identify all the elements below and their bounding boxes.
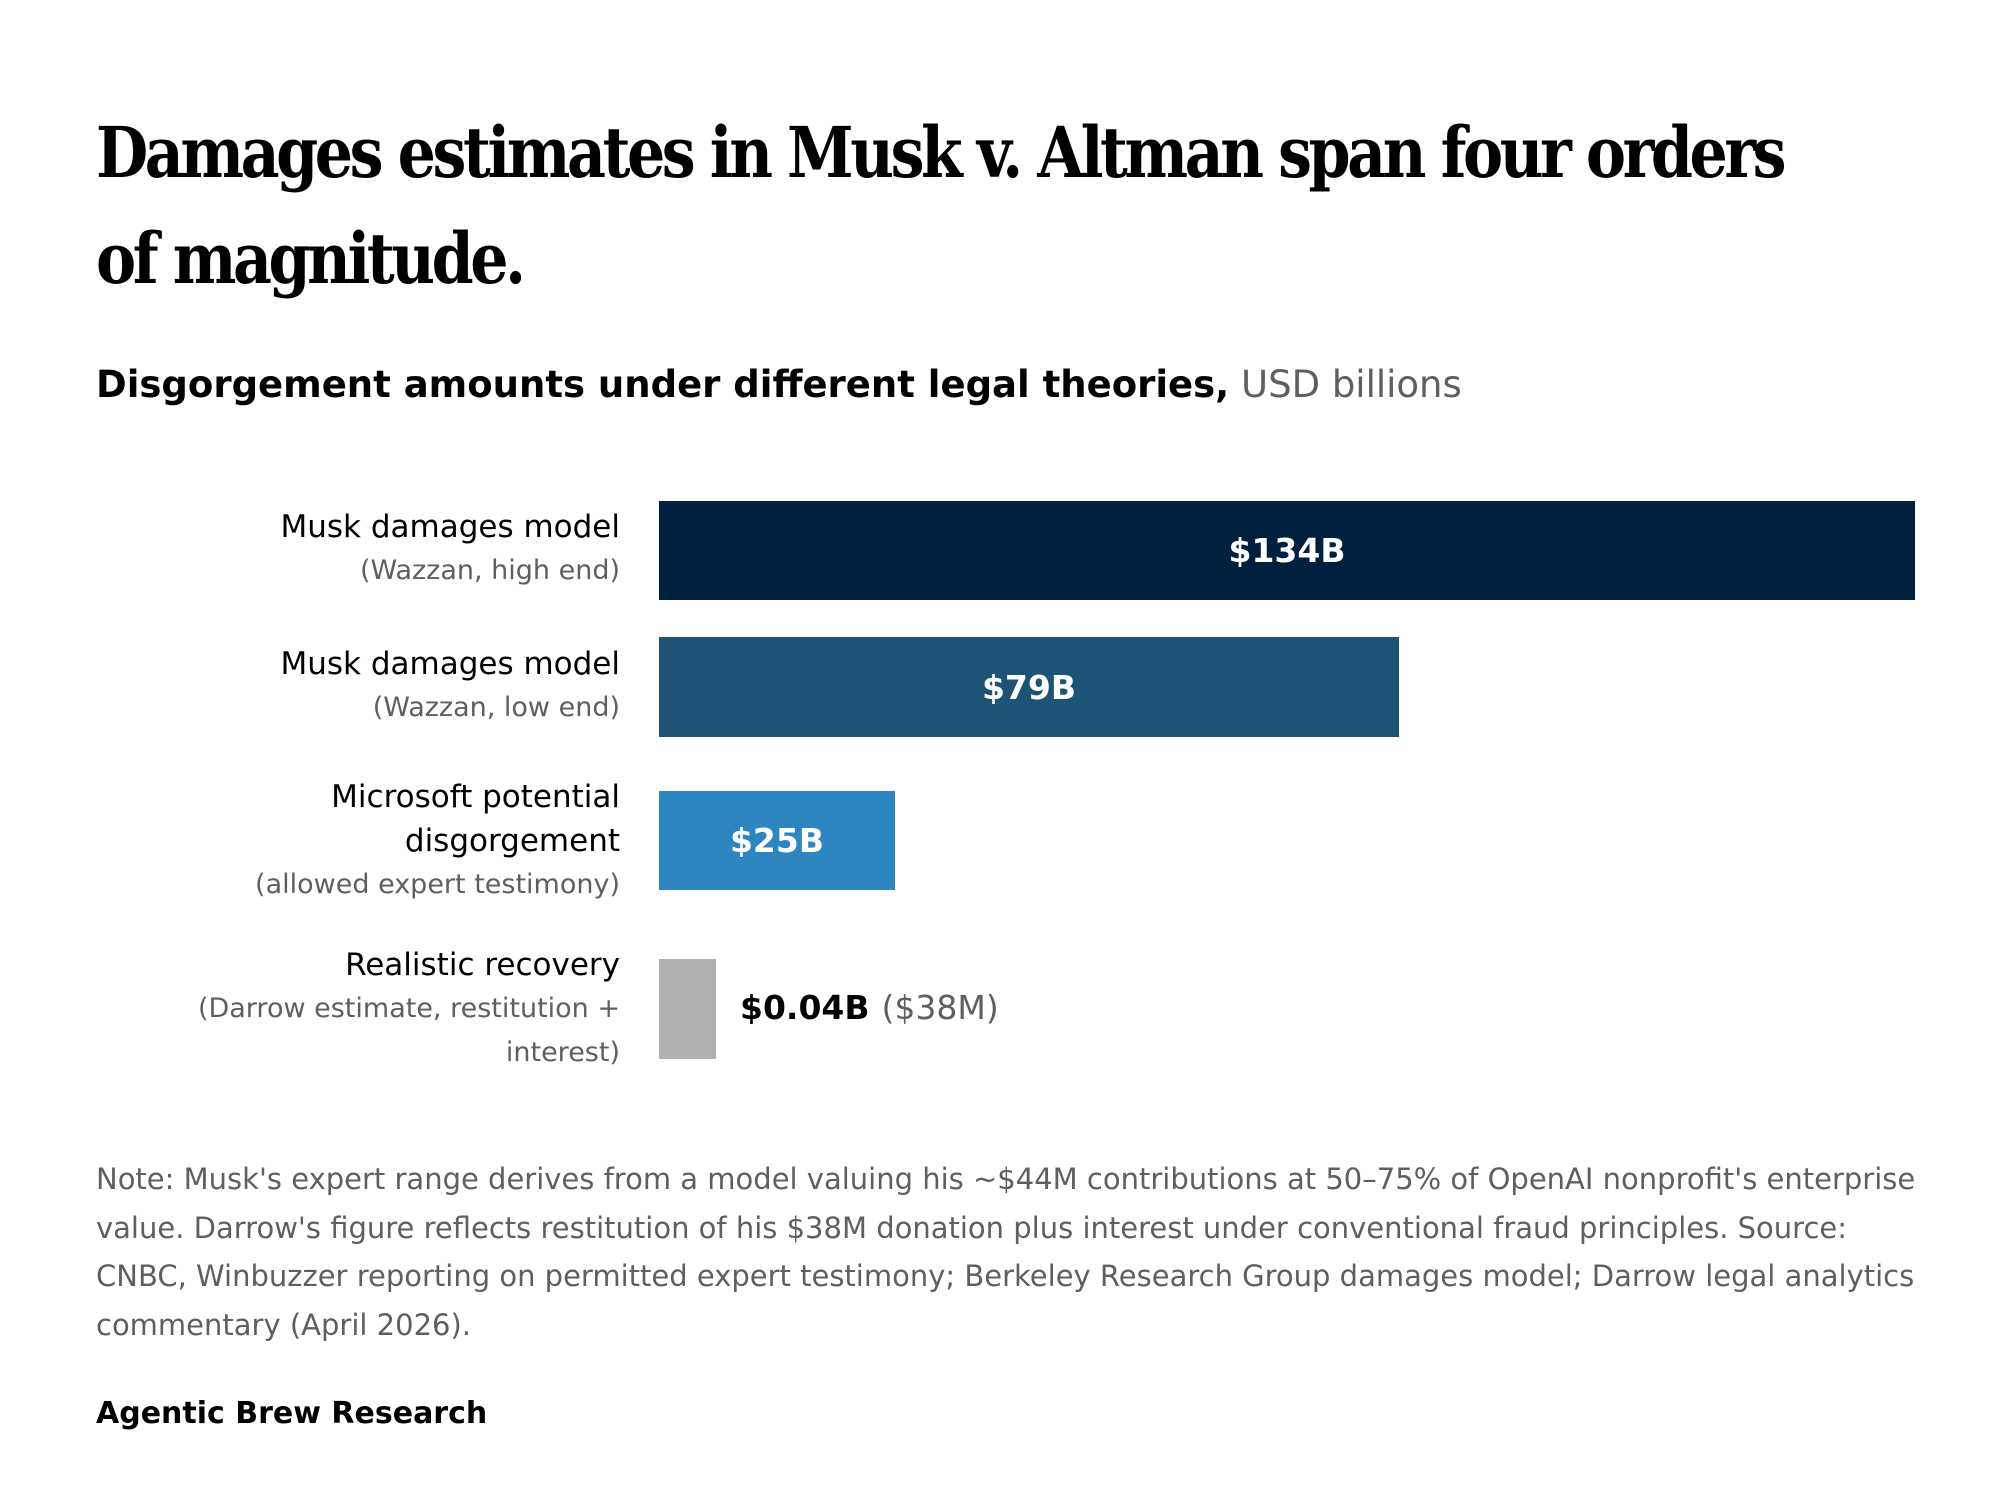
bar-realistic	[659, 959, 716, 1059]
row-label-main: Realistic recovery	[345, 947, 620, 983]
chart-notes: Note: Musk's expert range derives from a…	[96, 1162, 1916, 1342]
row-label-main: Microsoft potential disgorgement	[331, 779, 620, 859]
subtitle-main: Disgorgement amounts under different leg…	[96, 363, 1230, 406]
row-label-main: Musk damages model	[280, 646, 620, 682]
row-label-sub: (Darrow estimate, restitution + interest…	[197, 993, 620, 1068]
bar-value-label: $0.04B	[740, 988, 870, 1027]
bar-value-label: $134B	[1228, 531, 1346, 570]
subtitle-unit: USD billions	[1229, 363, 1462, 406]
chart-title: Damages estimates in Musk v. Altman span…	[96, 111, 1787, 300]
row-label: Microsoft potential disgorgement (allowe…	[60, 775, 620, 907]
row-label: Realistic recovery (Darrow estimate, res…	[60, 943, 620, 1075]
chart-subtitle: Disgorgement amounts under different leg…	[96, 360, 1462, 410]
row-label: Musk damages model (Wazzan, high end)	[60, 505, 620, 593]
bar-musk-high: $134B	[659, 501, 1915, 600]
row-label-main: Musk damages model	[280, 509, 620, 545]
row-label-sub: (allowed expert testimony)	[255, 869, 620, 900]
row-label: Musk damages model (Wazzan, low end)	[60, 642, 620, 730]
bar-value-note: ($38M)	[881, 988, 999, 1027]
bar-value-label: $25B	[729, 821, 825, 860]
bar-musk-low: $79B	[659, 637, 1399, 737]
footer-credit: Agentic Brew Research	[96, 1396, 488, 1431]
bar-microsoft: $25B	[659, 791, 895, 890]
row-label-sub: (Wazzan, high end)	[359, 555, 620, 586]
bar-value-label: $79B	[981, 667, 1077, 707]
bar-value-outside: $0.04B ($38M)	[740, 988, 999, 1027]
row-label-sub: (Wazzan, low end)	[372, 692, 620, 723]
